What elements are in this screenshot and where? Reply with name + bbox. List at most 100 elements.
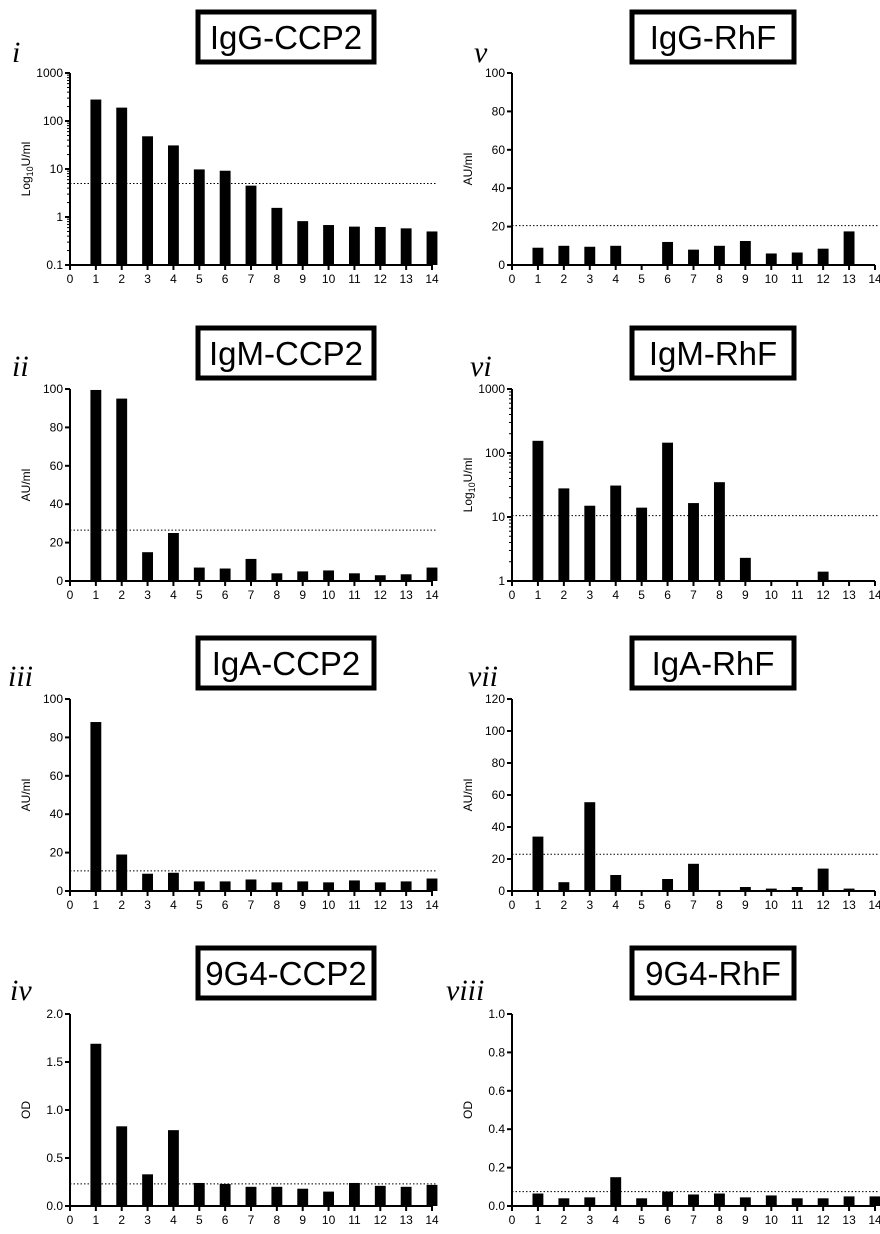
y-tick-label: 1 <box>498 574 505 588</box>
x-tick-label: 2 <box>118 898 125 912</box>
y-tick-label: 0.0 <box>488 1199 505 1213</box>
x-tick-label: 0 <box>67 898 74 912</box>
chart-title: IgA-RhF <box>652 645 775 682</box>
bar-12 <box>817 868 829 891</box>
chart-title: 9G4-CCP2 <box>205 955 366 992</box>
bar-3 <box>142 552 154 581</box>
bar-11 <box>791 252 803 265</box>
bar-4 <box>610 485 622 581</box>
bar-4 <box>167 1130 179 1206</box>
x-tick-label: 10 <box>765 1213 779 1227</box>
bar-3 <box>584 505 596 581</box>
bar-6 <box>662 879 674 891</box>
x-tick-label: 6 <box>664 272 671 286</box>
x-tick-label: 11 <box>348 898 361 912</box>
y-tick-label: 1 <box>56 210 63 224</box>
x-tick-label: 13 <box>399 898 413 912</box>
bar-14 <box>426 878 438 891</box>
x-tick-label: 13 <box>399 272 413 286</box>
bar-7 <box>245 1186 257 1206</box>
bar-6 <box>219 881 231 891</box>
x-tick-label: 12 <box>374 898 388 912</box>
chart-title-box <box>195 945 377 1001</box>
bar-9 <box>739 241 751 265</box>
x-tick-label: 3 <box>586 588 593 602</box>
x-tick-label: 12 <box>816 588 830 602</box>
x-tick-label: 4 <box>170 1213 177 1227</box>
chart-title: 9G4-RhF <box>645 955 781 992</box>
x-tick-label: 4 <box>612 1213 619 1227</box>
panel-label: vi <box>470 350 492 383</box>
x-tick-label: 11 <box>791 1213 804 1227</box>
bar-4 <box>167 533 179 581</box>
y-tick-label: 80 <box>50 420 64 434</box>
bar-2 <box>116 854 128 891</box>
bar-10 <box>765 253 777 265</box>
x-tick-label: 4 <box>612 272 619 286</box>
x-tick-label: 12 <box>374 272 388 286</box>
x-tick-label: 3 <box>144 898 151 912</box>
x-tick-label: 8 <box>274 588 281 602</box>
bar-1 <box>532 1193 544 1206</box>
chart-title: IgG-RhF <box>650 19 777 56</box>
bar-4 <box>610 875 622 891</box>
bar-5 <box>193 881 205 891</box>
chart-title-box <box>195 325 377 381</box>
x-tick-label: 9 <box>742 1213 749 1227</box>
y-tick-label: 100 <box>43 692 63 706</box>
bar-13 <box>400 1186 412 1206</box>
bar-8 <box>271 207 283 265</box>
x-tick-label: 2 <box>561 1213 568 1227</box>
x-tick-label: 8 <box>274 272 281 286</box>
chart-title: IgM-RhF <box>649 335 777 372</box>
y-axis-label: Log10U/ml <box>461 458 477 513</box>
bar-8 <box>271 1186 283 1206</box>
bar-3 <box>142 873 154 891</box>
y-axis-label: OD <box>461 1101 475 1119</box>
y-tick-label: 80 <box>50 730 64 744</box>
bar-7 <box>688 1194 699 1206</box>
y-tick-label: 0 <box>498 258 505 272</box>
x-tick-label: 0 <box>509 588 516 602</box>
bar-6 <box>662 1191 674 1206</box>
bar-6 <box>219 170 231 265</box>
x-tick-label: 13 <box>842 1213 856 1227</box>
y-tick-label: 20 <box>50 846 64 860</box>
x-tick-label: 14 <box>425 272 439 286</box>
y-tick-label: 100 <box>43 114 63 128</box>
x-tick-label: 2 <box>118 588 125 602</box>
x-tick-label: 14 <box>868 588 880 602</box>
y-tick-label: 100 <box>485 724 505 738</box>
bar-7 <box>688 863 699 891</box>
x-tick-label: 12 <box>816 272 830 286</box>
x-tick-label: 12 <box>374 588 388 602</box>
chart-title: IgG-CCP2 <box>210 19 362 56</box>
x-tick-label: 0 <box>509 898 516 912</box>
bar-4 <box>610 1177 622 1206</box>
x-tick-label: 9 <box>299 272 306 286</box>
x-tick-label: 0 <box>509 272 516 286</box>
x-tick-label: 7 <box>690 588 697 602</box>
y-tick-label: 0 <box>56 884 63 898</box>
x-tick-label: 1 <box>93 898 100 912</box>
x-tick-label: 2 <box>118 272 125 286</box>
bar-11 <box>791 887 803 891</box>
y-tick-label: 0.2 <box>488 1161 505 1175</box>
bar-13 <box>843 1196 855 1206</box>
bar-4 <box>167 872 179 891</box>
bar-14 <box>426 231 438 265</box>
bar-2 <box>558 245 570 265</box>
bar-6 <box>662 442 674 581</box>
bar-11 <box>348 226 360 265</box>
bar-8 <box>271 882 283 891</box>
bar-6 <box>219 568 231 581</box>
x-tick-label: 9 <box>742 898 749 912</box>
y-tick-label: 100 <box>485 66 505 80</box>
bar-12 <box>374 226 386 265</box>
bar-13 <box>400 881 412 891</box>
bar-6 <box>219 1183 231 1206</box>
